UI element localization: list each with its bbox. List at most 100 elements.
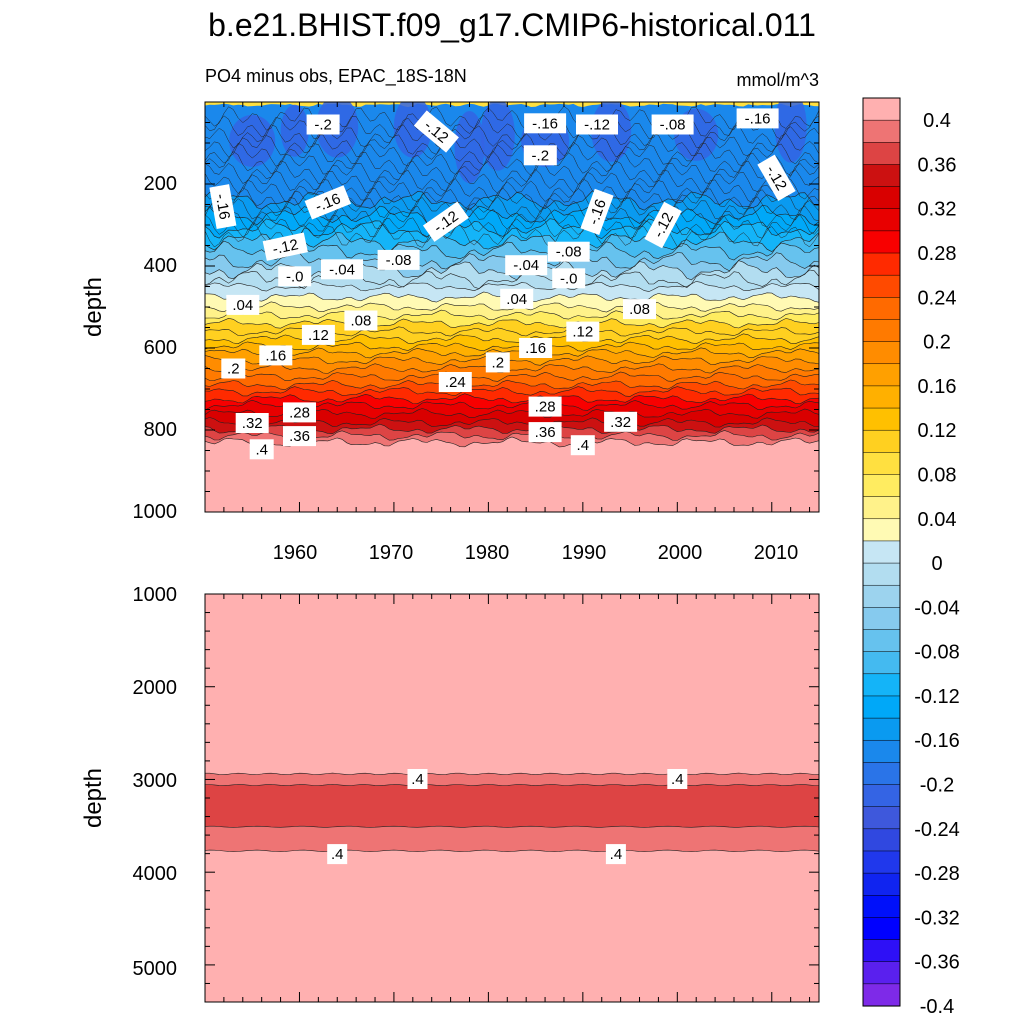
contour-label-text: .08 (350, 313, 371, 330)
colorbar-label: 0.2 (923, 332, 951, 354)
band-patch (454, 111, 485, 184)
contour-label-bg (413, 110, 459, 153)
colorbar-box (862, 474, 901, 498)
contour-label-text: -.0 (560, 270, 578, 287)
contour-label-bg (524, 113, 567, 134)
contour-label-bg (505, 255, 548, 276)
colorbar-box (862, 540, 901, 564)
contour-label-bg (644, 201, 682, 249)
contour-label-text: -.08 (556, 244, 582, 261)
colorbar-label: -0.24 (914, 819, 960, 841)
contour-label-bg (344, 310, 378, 331)
contour-label: -.12 (576, 114, 618, 135)
contour-label-text: -.08 (386, 252, 412, 269)
contour-label-bg (547, 241, 590, 262)
colorbar-label: 0.24 (918, 287, 957, 309)
contour-label: .12 (566, 321, 600, 342)
contour-line (205, 371, 819, 382)
contour-label-bg (566, 321, 600, 342)
contour-line (205, 141, 819, 167)
contour-label-bg (377, 249, 420, 270)
top-ylabel: depth (80, 277, 107, 337)
contour-label-bg (570, 435, 595, 456)
bottom-ylabel: depth (80, 768, 107, 828)
contour-label: .2 (485, 352, 510, 373)
contour-label-bg (235, 413, 269, 433)
colorbar-label: 0.16 (918, 376, 957, 398)
contour-label-text: .32 (610, 414, 631, 431)
contour-label: .32 (604, 411, 638, 432)
contour-line (205, 223, 819, 249)
colorbar-box (862, 208, 901, 232)
contour-label: -.2 (523, 145, 557, 166)
colorbar-box (862, 518, 901, 542)
contour-line (205, 301, 819, 313)
contour-label-bg (523, 145, 557, 166)
top-xtick-label-1960: 1960 (273, 542, 318, 564)
colorbar-label: -0.2 (920, 775, 954, 797)
contour-label-text: .12 (308, 327, 329, 344)
contour-label-text: .2 (492, 354, 505, 371)
contour-label: -.04 (505, 255, 548, 276)
colorbar-box (862, 230, 901, 254)
top-xtick-label-2010: 2010 (754, 542, 799, 564)
contour-label-text: .16 (265, 347, 286, 364)
colorbar-box (862, 142, 901, 165)
contour-line (205, 347, 819, 359)
contour-label: .04 (226, 294, 260, 315)
colorbar-box (862, 806, 901, 830)
contour-label-text: -.04 (513, 257, 539, 274)
contour-line (205, 379, 819, 390)
contour-label-bg (604, 411, 638, 432)
top-axis-ticks (205, 102, 819, 513)
colorbar-label: -0.12 (914, 686, 960, 708)
contour-label: -.0 (552, 268, 586, 289)
contour-label-bg (580, 188, 614, 236)
contour-label-bg (321, 259, 363, 280)
contour-label-bg (301, 324, 335, 345)
contour-label-bg (283, 402, 316, 423)
colorbar-box (862, 673, 901, 697)
contour-label: -.16 (524, 113, 567, 134)
contour-label-text: .4 (577, 437, 590, 454)
contour-label: .16 (259, 345, 293, 366)
contour-line (205, 309, 819, 321)
colorbar-box (862, 363, 901, 387)
contour-label: .08 (623, 299, 656, 320)
contour-label-bg (528, 422, 562, 443)
band-level (205, 437, 819, 512)
bottom-ytick-label-3000: 3000 (133, 770, 178, 792)
contour-line (205, 150, 819, 176)
contour-label-bg (422, 201, 469, 242)
contour-label-bg (259, 345, 293, 366)
contour-label: -.16 (209, 184, 237, 230)
bottom-panel: 1000 2000 3000 4000 5000 depth .4 .4 .4 .4 (80, 584, 820, 1003)
top-ytick-label-600: 600 (144, 337, 177, 359)
colorbar-label: 0.08 (918, 465, 957, 487)
colorbar-box (862, 341, 901, 365)
contour-label-bg (327, 844, 348, 865)
colorbar-box (862, 939, 901, 963)
contour-label-text: .4 (255, 441, 268, 458)
colorbar-box (862, 739, 901, 763)
contour-label: -.16 (736, 108, 779, 129)
colorbar-labels: 0.4 0.36 0.32 0.28 0.24 0.2 0.16 0.12 0.08 0.04 0 -… (914, 110, 960, 1018)
top-contour-lines (205, 105, 819, 448)
contour-label-bg (519, 338, 553, 358)
contour-label-bg (209, 184, 237, 230)
contour-line (205, 190, 819, 211)
contour-label: .04 (500, 288, 534, 309)
contour-label-text: -.16 (745, 110, 771, 127)
contour-label: .28 (528, 396, 562, 417)
contour-label: -.04 (321, 259, 363, 280)
contour-label-text: .04 (232, 297, 253, 314)
colorbar-label: 0.28 (918, 243, 957, 265)
contour-label-bg (500, 288, 534, 309)
contour-label-bg (528, 396, 562, 417)
contour-label-bg (651, 114, 694, 135)
contour-label: .4 (327, 844, 348, 865)
colorbar-label: 0.4 (923, 110, 951, 132)
colorbar-frame (862, 97, 901, 1007)
contour-label-text: -.16 (212, 192, 233, 220)
colorbar-box (862, 562, 901, 586)
